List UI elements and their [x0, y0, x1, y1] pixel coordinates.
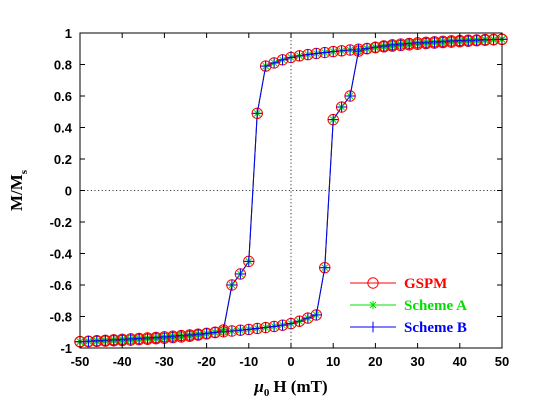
x-tick-label: -40 [113, 354, 132, 369]
y-tick-label: -0.6 [50, 278, 72, 293]
data-point-scheme-b [327, 114, 339, 126]
data-point-scheme-b [260, 60, 272, 72]
legend-marker [367, 277, 379, 289]
x-tick-label: 0 [287, 354, 294, 369]
x-tick-label: -50 [71, 354, 90, 369]
y-tick-label: 0 [65, 184, 72, 199]
x-axis-main: H (mT) [273, 377, 327, 396]
x-tick-label: 50 [495, 354, 509, 369]
legend-item: Scheme B [350, 320, 467, 336]
legend-item: Scheme A [350, 298, 467, 314]
y-axis-title: M/Ms [7, 169, 30, 211]
y-tick-label: 0.8 [54, 58, 72, 73]
x-tick-label: -30 [155, 354, 174, 369]
data-point-scheme-b [277, 54, 288, 66]
x-axis-title: μ0 H (mT) [253, 377, 327, 399]
data-point-scheme-b [243, 255, 255, 267]
data-markers [74, 33, 508, 348]
legend-label: Scheme B [404, 320, 467, 336]
data-point-scheme-b [268, 57, 280, 69]
data-point-scheme-b [294, 315, 305, 327]
y-tick-label: 0.6 [54, 89, 72, 104]
y-tick-label: 1 [65, 26, 72, 41]
data-point-scheme-b [310, 309, 322, 321]
y-tick-label: -1 [60, 341, 72, 356]
x-tick-label: 40 [453, 354, 467, 369]
x-tick-label: 10 [326, 354, 340, 369]
data-point-scheme-b [226, 279, 238, 291]
legend-marker [368, 300, 378, 310]
x-axis-subscript: 0 [264, 387, 270, 399]
data-point-scheme-b [336, 101, 348, 113]
y-tick-label: -0.4 [50, 247, 73, 262]
x-tick-label: -20 [197, 354, 216, 369]
x-axis-greek: μ [253, 377, 263, 396]
legend: GSPM Scheme A Scheme B [350, 276, 467, 336]
data-point-scheme-b [344, 90, 356, 102]
axis-ticks: -50 -40 -30 -20 -10 0 10 20 30 40 50-1-0.8-0.6-0.4… [50, 26, 510, 369]
y-tick-label: -0.8 [50, 310, 72, 325]
data-point-scheme-b [234, 268, 246, 280]
legend-item: GSPM [350, 276, 447, 292]
data-point-scheme-b [251, 107, 263, 119]
data-point-scheme-b [319, 262, 331, 274]
x-tick-label: -10 [239, 354, 258, 369]
y-axis-main: M/M [7, 174, 26, 211]
legend-label: GSPM [404, 276, 447, 292]
legend-label: Scheme A [404, 298, 467, 314]
x-tick-label: 30 [410, 354, 424, 369]
y-axis-subscript: s [18, 169, 30, 174]
x-tick-label: 20 [368, 354, 382, 369]
y-tick-label: 0.2 [54, 152, 72, 167]
y-tick-label: 0.4 [54, 121, 73, 136]
data-point-scheme-b [302, 312, 314, 324]
y-tick-label: -0.2 [50, 215, 72, 230]
legend-marker [367, 321, 379, 333]
